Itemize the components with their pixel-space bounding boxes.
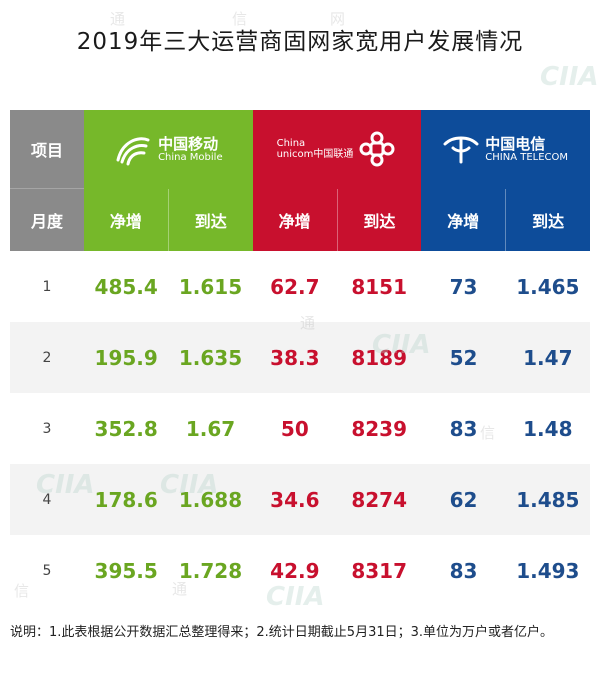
table-row: 5 395.5 1.728 42.9 8317 83 1.493 xyxy=(10,535,590,606)
china-mobile-logo-icon xyxy=(116,137,150,166)
month-cell: 1 xyxy=(10,251,84,322)
china-telecom-reach-cell: 1.48 xyxy=(505,393,590,464)
china-mobile-name-en: China Mobile xyxy=(158,152,223,163)
china-mobile-net-add-cell: 395.5 xyxy=(84,535,169,606)
china-unicom-net-add-cell: 62.7 xyxy=(252,251,337,322)
table-row: 3 352.8 1.67 50 8239 83 1.48 xyxy=(10,393,590,464)
china-telecom-name-cn: 中国电信 xyxy=(485,134,546,153)
month-cell: 5 xyxy=(10,535,84,606)
china-mobile-reach-cell: 1.67 xyxy=(168,393,253,464)
china-mobile-header: 中国移动 China Mobile xyxy=(84,110,253,189)
china-telecom-logo-icon xyxy=(443,136,479,164)
china-telecom-name-en: CHINA TELECOM xyxy=(485,152,569,163)
item-header: 项目 xyxy=(10,110,84,189)
china-mobile-reach-cell: 1.688 xyxy=(168,464,253,535)
month-cell: 3 xyxy=(10,393,84,464)
china-telecom-reach-cell: 1.47 xyxy=(505,322,590,393)
table-row: 1 485.4 1.615 62.7 8151 73 1.465 xyxy=(10,251,590,322)
china-unicom-net-add-header: 净增 xyxy=(252,188,337,251)
china-unicom-reach-header: 到达 xyxy=(336,188,422,251)
data-table: 项目 中国移动 China Mobile China unicom中国联通 xyxy=(10,110,590,606)
china-mobile-net-add-cell: 195.9 xyxy=(84,322,169,393)
china-mobile-reach-cell: 1.728 xyxy=(168,535,253,606)
table-row: 4 178.6 1.688 34.6 8274 62 1.485 xyxy=(10,464,590,535)
china-unicom-reach-cell: 8274 xyxy=(337,464,422,535)
month-cell: 2 xyxy=(10,322,84,393)
china-unicom-reach-cell: 8317 xyxy=(337,535,422,606)
china-telecom-net-add-cell: 73 xyxy=(421,251,506,322)
china-telecom-reach-cell: 1.465 xyxy=(505,251,590,322)
china-mobile-net-add-cell: 485.4 xyxy=(84,251,169,322)
month-cell: 4 xyxy=(10,464,84,535)
china-mobile-reach-cell: 1.635 xyxy=(168,322,253,393)
china-unicom-net-add-cell: 38.3 xyxy=(252,322,337,393)
china-unicom-net-add-cell: 34.6 xyxy=(252,464,337,535)
china-telecom-reach-cell: 1.485 xyxy=(505,464,590,535)
footnote: 说明：1.此表根据公开数据汇总整理得来；2.统计日期截止5月31日；3.单位为万… xyxy=(10,625,554,640)
china-unicom-net-add-cell: 50 xyxy=(252,393,337,464)
china-mobile-reach-cell: 1.615 xyxy=(168,251,253,322)
china-mobile-reach-header: 到达 xyxy=(167,188,253,251)
china-telecom-net-add-cell: 83 xyxy=(421,393,506,464)
table-row: 2 195.9 1.635 38.3 8189 52 1.47 xyxy=(10,322,590,393)
china-unicom-reach-cell: 8151 xyxy=(337,251,422,322)
china-telecom-reach-cell: 1.493 xyxy=(505,535,590,606)
china-telecom-net-add-cell: 52 xyxy=(421,322,506,393)
china-unicom-reach-cell: 8189 xyxy=(337,322,422,393)
month-header: 月度 xyxy=(10,188,84,251)
china-unicom-name-en: China xyxy=(276,137,306,149)
china-telecom-header: 中国电信 CHINA TELECOM xyxy=(421,110,590,189)
watermark-logo-icon: CIIA xyxy=(540,62,599,92)
china-unicom-reach-cell: 8239 xyxy=(337,393,422,464)
china-telecom-net-add-cell: 83 xyxy=(421,535,506,606)
china-unicom-net-add-cell: 42.9 xyxy=(252,535,337,606)
china-mobile-net-add-cell: 178.6 xyxy=(84,464,169,535)
china-unicom-name-cn: unicom中国联通 xyxy=(276,149,354,161)
china-unicom-header: China unicom中国联通 xyxy=(252,110,422,189)
china-mobile-net-add-header: 净增 xyxy=(84,188,169,251)
china-mobile-name-cn: 中国移动 xyxy=(158,134,219,153)
china-telecom-net-add-cell: 62 xyxy=(421,464,506,535)
china-mobile-net-add-cell: 352.8 xyxy=(84,393,169,464)
china-telecom-reach-header: 到达 xyxy=(505,188,590,251)
china-telecom-net-add-header: 净增 xyxy=(421,188,506,251)
page-title: 2019年三大运营商固网家宽用户发展情况 xyxy=(76,29,524,55)
china-unicom-knot-icon xyxy=(359,131,395,167)
